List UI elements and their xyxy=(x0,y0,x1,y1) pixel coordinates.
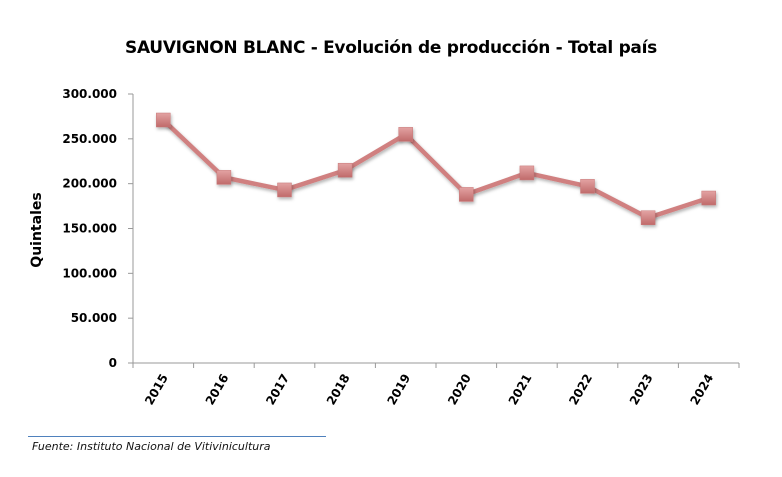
x-tick-label: 2018 xyxy=(324,372,353,408)
y-tick-label: 150.000 xyxy=(62,222,117,236)
x-tick-label: 2023 xyxy=(627,372,656,408)
y-tick-label: 200.000 xyxy=(62,177,117,191)
x-tick-label: 2024 xyxy=(687,372,716,408)
data-point-marker xyxy=(277,182,292,198)
data-point-marker xyxy=(216,170,232,185)
data-point-marker xyxy=(580,179,595,194)
x-tick-label: 2021 xyxy=(506,372,535,408)
series-line xyxy=(161,118,710,220)
source-divider xyxy=(28,436,326,437)
y-tick-label: 300.000 xyxy=(62,87,117,101)
data-point-marker xyxy=(640,210,656,225)
data-point-marker xyxy=(459,187,474,202)
source-note: Fuente: Instituto Nacional de Vitivinicu… xyxy=(32,440,271,453)
x-tick-label: 2015 xyxy=(142,372,171,408)
data-point-marker xyxy=(701,190,716,206)
data-point-marker xyxy=(337,162,353,178)
data-point-marker xyxy=(519,165,535,181)
y-tick-label: 50.000 xyxy=(71,311,117,325)
data-point-marker xyxy=(156,112,171,128)
x-tick-label: 2022 xyxy=(566,372,595,408)
x-tick-label: 2016 xyxy=(203,372,232,408)
y-tick-label: 250.000 xyxy=(62,132,117,146)
y-tick-label: 100.000 xyxy=(62,266,117,280)
data-point-marker xyxy=(398,127,413,142)
chart-title: SAUVIGNON BLANC - Evolución de producció… xyxy=(125,38,657,58)
x-tick-label: 2017 xyxy=(263,372,292,408)
x-tick-label: 2020 xyxy=(445,372,474,408)
x-tick-label: 2019 xyxy=(384,372,413,408)
data-series xyxy=(156,112,716,225)
y-tick-label: 0 xyxy=(109,356,117,370)
